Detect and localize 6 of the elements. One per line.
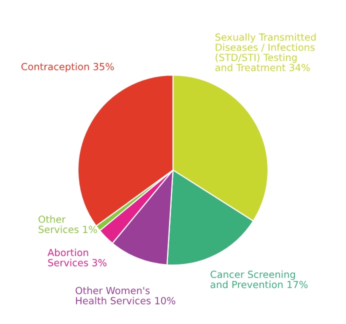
slice-label: Abortion Services 3% — [48, 248, 106, 266]
slice-label: Contraception 35% — [21, 62, 114, 72]
slice-label: Cancer Screening and Prevention 17% — [210, 270, 308, 288]
slice-label: Other Women's Health Services 10% — [76, 286, 176, 304]
slice-label: Sexually Transmitted Diseases / Infections (STD/STI) Testing and Treatment 34% — [215, 33, 316, 72]
slice-label: Other Services 1% — [38, 215, 97, 234]
